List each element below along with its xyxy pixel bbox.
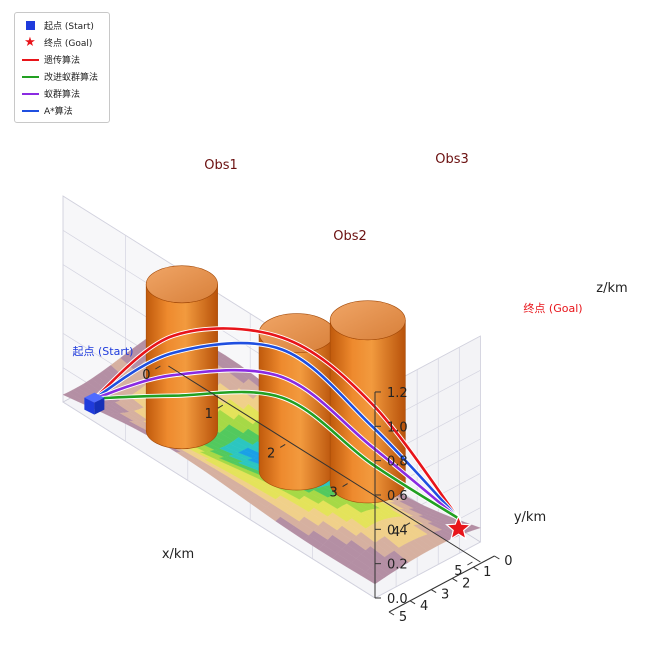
line-swatch-icon [21, 109, 39, 112]
x-tick-label: 5 [454, 564, 462, 579]
x-tick [217, 404, 224, 409]
x-tick-label: 1 [205, 407, 213, 422]
legend-label: 终点 (Goal) [44, 39, 93, 49]
x-tick [404, 522, 411, 527]
legend-label: 遗传算法 [44, 56, 81, 66]
z-tick-label: 0.2 [387, 558, 408, 573]
line-swatch-icon [21, 58, 39, 61]
start-square-icon [25, 21, 35, 30]
goal-star-icon: ★ [24, 34, 36, 50]
x-tick [279, 443, 286, 448]
markers-layer [84, 392, 472, 541]
y-tick [388, 611, 395, 616]
legend-item-aco: 蚁群算法 [21, 85, 103, 102]
x-tick [467, 561, 473, 566]
z-tick-label: 0.0 [387, 592, 408, 607]
path-蚁群算法 [93, 368, 460, 520]
y-tick [473, 566, 479, 571]
y-axis-line [388, 555, 495, 613]
obstacle-body [145, 284, 218, 450]
x-axis-line [168, 365, 481, 563]
z-axis-label: z/km [596, 281, 627, 296]
obstacle-top [145, 265, 218, 304]
path-遗传算法 [93, 327, 460, 520]
y-tick-label: 2 [462, 576, 470, 591]
legend-item-improved-aco: 改进蚁群算法 [21, 68, 103, 85]
obstacle-obs1 [145, 265, 218, 450]
legend-label: 蚁群算法 [44, 90, 81, 100]
x-tick-label: 0 [142, 368, 150, 383]
x-tick-label: 3 [329, 486, 337, 501]
line-swatch-icon [21, 75, 39, 78]
goal-label: 终点 (Goal) [523, 301, 582, 315]
obstacle-label-obs2: Obs2 [333, 229, 367, 244]
x-axis-label: x/km [162, 547, 194, 562]
start-cube-right [94, 397, 105, 415]
x-tick [342, 483, 348, 488]
y-tick [430, 589, 437, 594]
z-tick-label: 0.4 [387, 523, 408, 538]
y-axis-label: y/km [514, 510, 546, 525]
chart-legend: 起点 (Start) ★ 终点 (Goal) 遗传算法 改进蚁群算法 蚁群算法 … [14, 12, 110, 123]
start-label: 起点 (Start) [73, 345, 134, 358]
x-tick-label: 4 [392, 525, 400, 540]
y-tick [409, 600, 416, 605]
paths-layer [92, 326, 461, 521]
x-tick [155, 365, 161, 370]
obstacle-label-obs3: Obs3 [435, 152, 469, 167]
legend-label: 改进蚁群算法 [44, 73, 99, 83]
x-tick-label: 2 [267, 446, 275, 461]
obstacle-body [329, 320, 406, 504]
z-tick-label: 1.0 [387, 420, 408, 435]
obstacle-top [329, 300, 406, 341]
y-tick-label: 5 [399, 610, 407, 625]
legend-item-start: 起点 (Start) [21, 17, 103, 34]
y-tick-label: 1 [483, 565, 491, 580]
legend-label: A*算法 [44, 107, 73, 117]
path-A*算法 [93, 341, 460, 520]
goal-star-marker [445, 514, 472, 541]
legend-label: 起点 (Start) [44, 22, 94, 32]
legend-item-astar: A*算法 [21, 102, 103, 119]
z-tick-label: 1.2 [387, 386, 408, 401]
y-tick [494, 555, 500, 560]
obstacle-label-obs1: Obs1 [204, 158, 238, 173]
z-tick-label: 0.8 [387, 455, 408, 470]
y-tick-label: 0 [504, 554, 512, 569]
line-swatch-icon [21, 92, 39, 95]
legend-item-genetic: 遗传算法 [21, 51, 103, 68]
start-cube-left [84, 397, 95, 415]
legend-item-goal: ★ 终点 (Goal) [21, 34, 103, 51]
y-tick-label: 4 [420, 599, 428, 614]
y-tick-label: 3 [441, 588, 449, 603]
z-tick-label: 0.6 [387, 489, 408, 504]
y-tick [451, 577, 458, 582]
path-改进蚁群算法 [93, 390, 460, 520]
start-marker [84, 392, 105, 415]
